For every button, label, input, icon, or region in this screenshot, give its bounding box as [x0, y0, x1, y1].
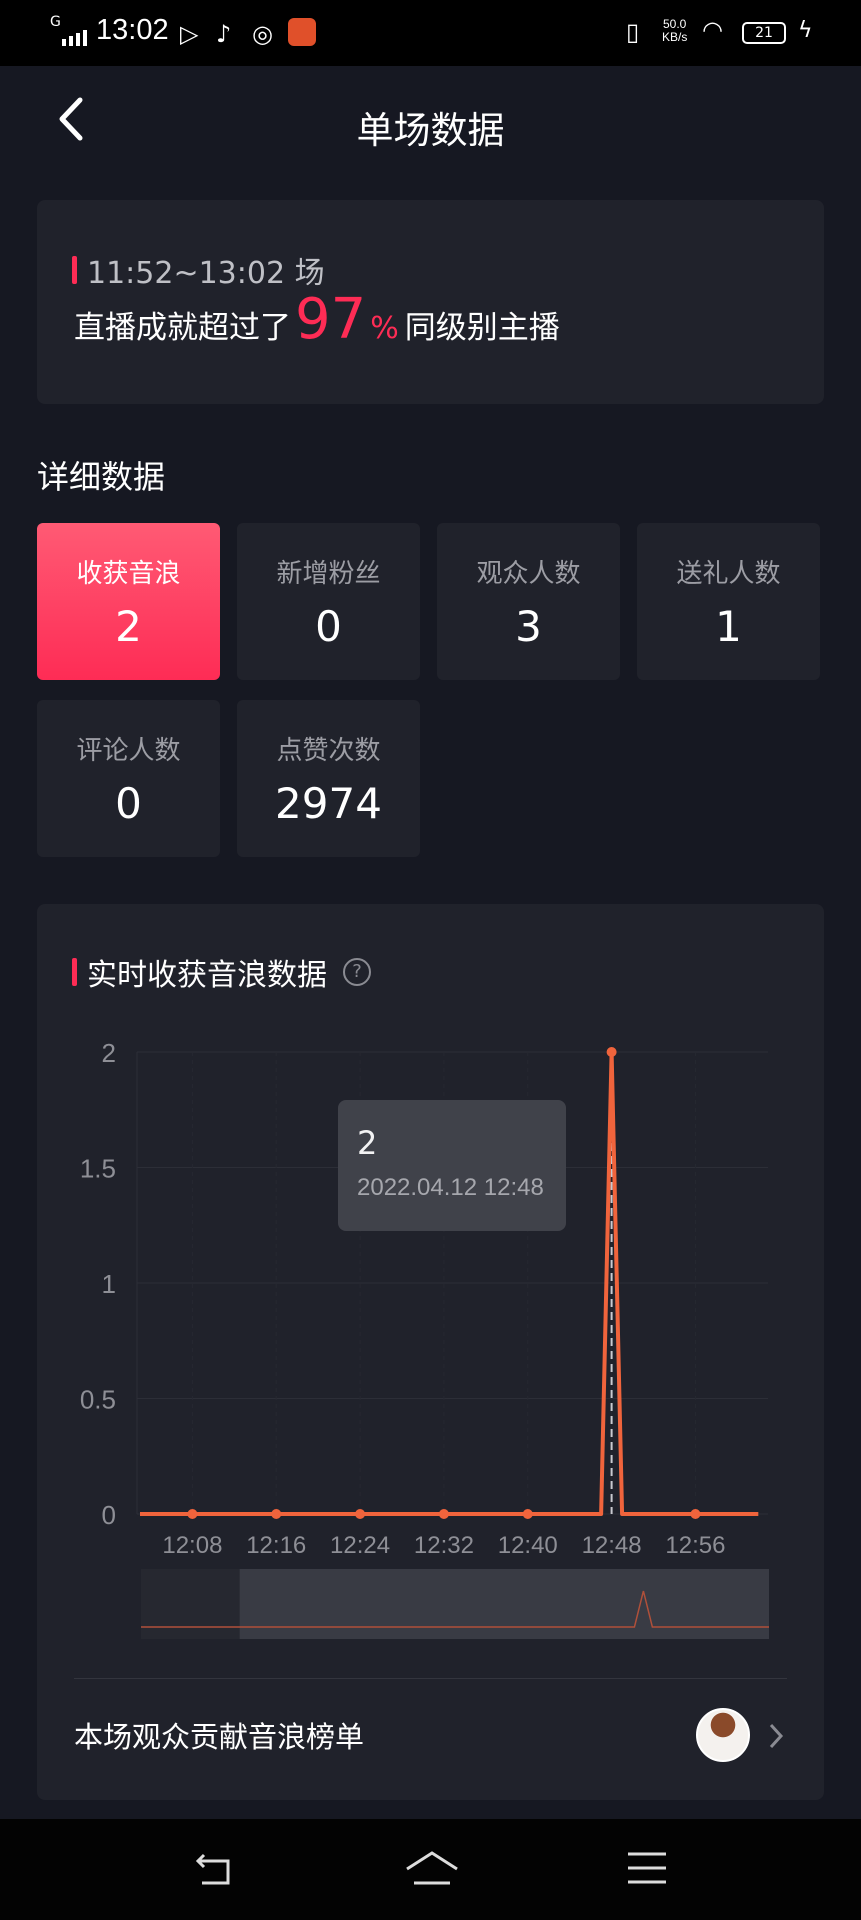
data-point	[187, 1509, 198, 1519]
contribution-rank-link[interactable]: 本场观众贡献音浪榜单	[74, 1720, 365, 1754]
session-time: 11:52~13:02 场	[72, 248, 325, 292]
avatar[interactable]	[696, 1708, 750, 1762]
tooltip-datetime: 2022.04.12 12:48	[357, 1174, 544, 1201]
app-notification-icon	[288, 18, 316, 46]
x-tick-label: 12:16	[246, 1532, 306, 1559]
tile-label: 评论人数	[76, 736, 181, 766]
tile-value: 2974	[275, 779, 382, 828]
vibrate-icon: ▯	[626, 18, 640, 46]
y-tick-label: 0.5	[80, 1385, 116, 1415]
tile-label: 新增粉丝	[276, 559, 381, 589]
x-tick-label: 12:56	[665, 1532, 725, 1559]
tile-likes[interactable]: 点赞次数 2974	[237, 700, 420, 857]
chart-title-text: 实时收获音浪数据	[87, 958, 327, 993]
income-line-chart[interactable]: 0 0.5 1 1.5 2 12:08 12:16 12:24 12:32 12:40 12:48 1…	[0, 1000, 861, 1660]
x-tick-label: 12:48	[582, 1532, 642, 1559]
achievement-percent: 97	[295, 287, 367, 352]
section-title: 详细数据	[37, 458, 166, 496]
y-tick-label: 0	[102, 1500, 116, 1530]
y-tick-label: 1.5	[80, 1154, 116, 1184]
tile-value: 1	[715, 602, 742, 651]
clock: 13:02	[96, 14, 169, 46]
chart-card: 实时收获音浪数据?	[37, 904, 824, 1800]
tile-viewers[interactable]: 观众人数 3	[437, 523, 620, 680]
tile-commenters[interactable]: 评论人数 0	[37, 700, 220, 857]
accent-bar	[72, 958, 77, 986]
data-point	[438, 1509, 449, 1519]
page-title: 单场数据	[356, 109, 505, 152]
data-point	[355, 1509, 366, 1519]
achievement-text: 直播成就超过了 97 % 同级别主播	[74, 292, 560, 348]
tile-label: 收获音浪	[76, 559, 181, 589]
tile-value: 3	[515, 602, 542, 651]
percent-sign: %	[370, 311, 399, 346]
tile-label: 观众人数	[476, 559, 581, 589]
tile-new-fans[interactable]: 新增粉丝 0	[237, 523, 420, 680]
navigator-selection	[239, 1569, 769, 1639]
network-speed: 50.0 KB/s	[662, 17, 688, 44]
tile-label: 送礼人数	[676, 559, 781, 589]
x-tick-label: 12:32	[414, 1532, 474, 1559]
network-type: G	[50, 14, 61, 30]
signal-icon	[62, 30, 87, 46]
tile-value: 0	[115, 779, 142, 828]
battery-icon: 21	[742, 22, 786, 44]
x-tick-label: 12:08	[162, 1532, 222, 1559]
tile-gifters[interactable]: 送礼人数 1	[637, 523, 820, 680]
session-label: 11:52~13:02 场	[87, 256, 325, 291]
play-app-icon: ▷	[180, 20, 199, 48]
x-tick-label: 12:40	[498, 1532, 558, 1559]
back-button[interactable]	[56, 96, 86, 142]
tile-label: 点赞次数	[276, 736, 381, 766]
help-icon[interactable]: ?	[343, 958, 371, 986]
data-point	[690, 1509, 701, 1519]
y-tick-label: 1	[102, 1269, 116, 1299]
back-nav-icon[interactable]	[194, 1851, 236, 1887]
chart-title: 实时收获音浪数据?	[72, 950, 371, 994]
navigation-bar	[0, 1819, 861, 1920]
home-nav-icon[interactable]	[404, 1849, 460, 1889]
achievement-suffix: 同级别主播	[404, 310, 560, 346]
tile-income[interactable]: 收获音浪 2	[37, 523, 220, 680]
achievement-prefix: 直播成就超过了	[74, 310, 291, 346]
tooltip-value: 2	[357, 1124, 378, 1162]
data-point	[522, 1509, 533, 1519]
data-point	[271, 1509, 282, 1519]
tiktok-icon: ♪	[216, 20, 232, 48]
menu-nav-icon[interactable]	[626, 1851, 668, 1885]
chart-tooltip: 2 2022.04.12 12:48	[338, 1100, 566, 1231]
charging-icon: ϟ	[798, 18, 813, 43]
wifi-icon: ◠	[702, 16, 723, 44]
navigator-line	[141, 1590, 769, 1628]
status-bar: G 13:02 ▷ ♪ ◎ ▯ 50.0 KB/s ◠ 21 ϟ	[0, 0, 861, 66]
accent-bar	[72, 256, 77, 284]
tile-value: 0	[315, 602, 342, 651]
series-line	[140, 1050, 759, 1516]
q-app-icon: ◎	[252, 20, 273, 48]
y-tick-label: 2	[102, 1038, 116, 1068]
x-tick-label: 12:24	[330, 1532, 390, 1559]
data-point-peak	[606, 1047, 617, 1057]
divider	[74, 1678, 787, 1679]
chevron-right-icon[interactable]	[768, 1722, 784, 1750]
summary-card: 11:52~13:02 场 直播成就超过了 97 % 同级别主播	[37, 200, 824, 404]
tile-value: 2	[115, 602, 142, 651]
